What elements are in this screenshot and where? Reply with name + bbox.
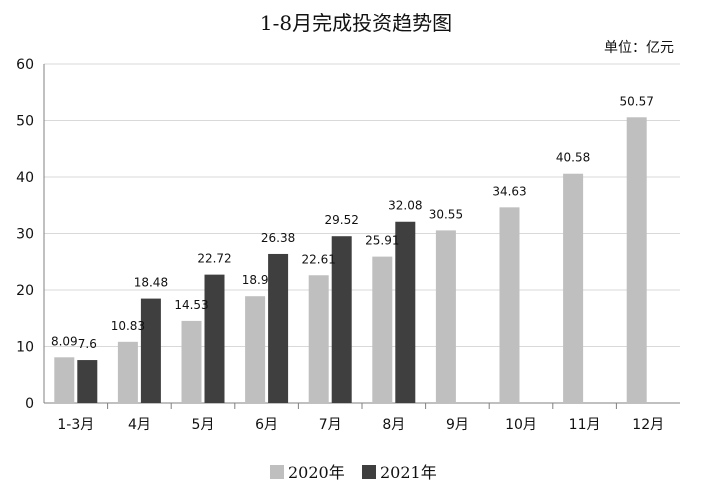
x-tick-label: 7月 xyxy=(319,417,342,433)
y-tick-label: 40 xyxy=(16,170,34,186)
data-labels: 8.09 7.6 10.83 18.48 14.53 22.72 18.9 26.38 22.6… xyxy=(51,94,654,351)
data-label: 30.55 xyxy=(429,207,463,221)
legend-label: 2021年 xyxy=(380,463,437,482)
x-tick-label: 10月 xyxy=(505,417,537,433)
x-tick-label: 5月 xyxy=(192,417,215,433)
y-tick-label: 0 xyxy=(25,396,34,412)
data-label: 29.52 xyxy=(325,213,359,227)
bar-2020年 xyxy=(372,256,393,403)
bar-2021年 xyxy=(395,221,416,403)
bar-2021年 xyxy=(204,274,225,403)
bar-2020年 xyxy=(54,357,75,403)
bars xyxy=(54,117,647,403)
x-tick-label: 12月 xyxy=(632,417,664,433)
bar-2020年 xyxy=(626,117,647,403)
bar-2020年 xyxy=(563,173,584,403)
legend: 2020年 2021年 xyxy=(270,463,437,482)
gridlines xyxy=(44,63,680,347)
bar-2020年 xyxy=(245,296,266,403)
data-label: 18.48 xyxy=(134,276,168,290)
data-label: 25.91 xyxy=(365,234,399,248)
unit-label: 单位：亿元 xyxy=(604,40,674,56)
bar-2020年 xyxy=(117,341,138,403)
x-tick-label: 9月 xyxy=(446,417,469,433)
y-tick-label: 50 xyxy=(16,114,34,130)
y-tick-label: 20 xyxy=(16,283,34,299)
data-label: 32.08 xyxy=(388,199,422,213)
bar-2020年 xyxy=(499,207,520,403)
bar-2021年 xyxy=(77,360,98,403)
bar-2021年 xyxy=(268,253,289,403)
x-tick-label: 6月 xyxy=(255,417,278,433)
y-axis-ticks: 0 10 20 30 40 50 60 xyxy=(16,57,34,412)
x-tick-label: 8月 xyxy=(382,417,405,433)
y-tick-label: 10 xyxy=(16,340,34,356)
axes xyxy=(43,64,680,409)
data-label: 22.61 xyxy=(302,252,336,266)
x-axis-ticks: 1-3月 4月 5月 6月 7月 8月 9月 10月 11月 12月 xyxy=(57,417,664,433)
chart-title: 1-8月完成投资趋势图 xyxy=(260,11,452,35)
data-label: 18.9 xyxy=(242,273,269,287)
legend-label: 2020年 xyxy=(288,463,345,482)
data-label: 10.83 xyxy=(111,319,145,333)
bar-2020年 xyxy=(181,320,202,403)
y-tick-label: 30 xyxy=(16,227,34,243)
data-label: 7.6 xyxy=(78,337,97,351)
legend-swatch-2021年 xyxy=(362,465,376,479)
x-tick-label: 4月 xyxy=(128,417,151,433)
data-label: 22.72 xyxy=(197,252,231,266)
data-label: 26.38 xyxy=(261,231,295,245)
data-label: 8.09 xyxy=(51,334,78,348)
legend-swatch-2020年 xyxy=(270,465,284,479)
y-tick-label: 60 xyxy=(16,57,34,73)
bar-2021年 xyxy=(140,298,161,403)
bar-2020年 xyxy=(308,275,329,403)
x-tick-label: 1-3月 xyxy=(57,417,94,433)
data-label: 50.57 xyxy=(620,94,654,108)
x-tick-label: 11月 xyxy=(569,417,601,433)
data-label: 40.58 xyxy=(556,151,590,165)
bar-2020年 xyxy=(435,230,456,403)
bar-2021年 xyxy=(331,236,352,403)
data-label: 14.53 xyxy=(174,298,208,312)
data-label: 34.63 xyxy=(492,184,526,198)
